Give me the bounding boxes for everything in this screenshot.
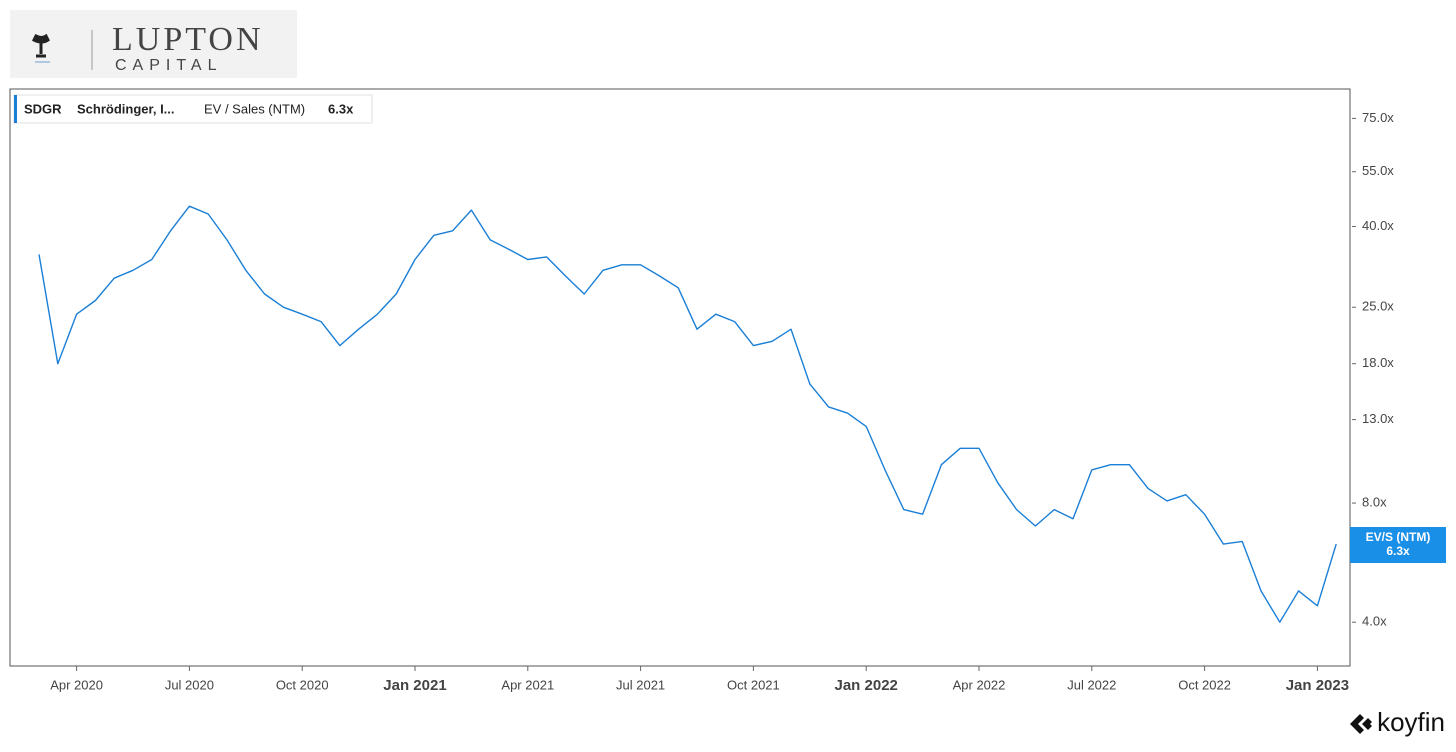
legend-series: EV / Sales (NTM) [204, 101, 305, 116]
y-tick-label: 40.0x [1362, 218, 1394, 233]
legend-ticker: SDGR [24, 101, 62, 116]
x-tick-label: Jul 2020 [165, 677, 214, 692]
source-brand: koyfin [1377, 707, 1445, 737]
y-tick-label: 13.0x [1362, 411, 1394, 426]
logo-icon [31, 33, 50, 58]
legend-company: Schrödinger, I... [77, 101, 175, 116]
x-tick-label: Oct 2020 [276, 677, 329, 692]
x-tick-label: Oct 2022 [1178, 677, 1231, 692]
x-tick-label: Apr 2022 [953, 677, 1006, 692]
value-tag [1350, 527, 1446, 563]
y-tick-label: 18.0x [1362, 355, 1394, 370]
x-tick-label: Jul 2022 [1067, 677, 1116, 692]
x-tick-label: Oct 2021 [727, 677, 780, 692]
logo-box [10, 10, 297, 78]
value-tag-value: 6.3x [1386, 544, 1410, 558]
y-tick-label: 55.0x [1362, 163, 1394, 178]
legend-value: 6.3x [328, 101, 354, 116]
legend-box [13, 94, 373, 124]
legend-accent [14, 95, 17, 123]
source-icon [1350, 714, 1372, 734]
y-tick-label: 25.0x [1362, 299, 1394, 314]
x-tick-label: Jan 2023 [1286, 677, 1349, 694]
x-tick-label: Jan 2021 [383, 677, 446, 694]
y-tick-label: 4.0x [1362, 614, 1387, 629]
y-tick-label: 8.0x [1362, 495, 1387, 510]
x-tick-label: Jul 2021 [616, 677, 665, 692]
logo-sub: CAPITAL [115, 57, 223, 74]
data-line [38, 205, 1337, 623]
y-tick-label: 75.0x [1362, 110, 1394, 125]
x-tick-label: Apr 2021 [501, 677, 554, 692]
x-tick-label: Apr 2020 [50, 677, 103, 692]
plot-frame [9, 88, 1351, 667]
logo-name: LUPTON [112, 21, 264, 58]
value-tag-name: EV/S (NTM) [1366, 530, 1431, 544]
x-tick-label: Jan 2022 [835, 677, 898, 694]
